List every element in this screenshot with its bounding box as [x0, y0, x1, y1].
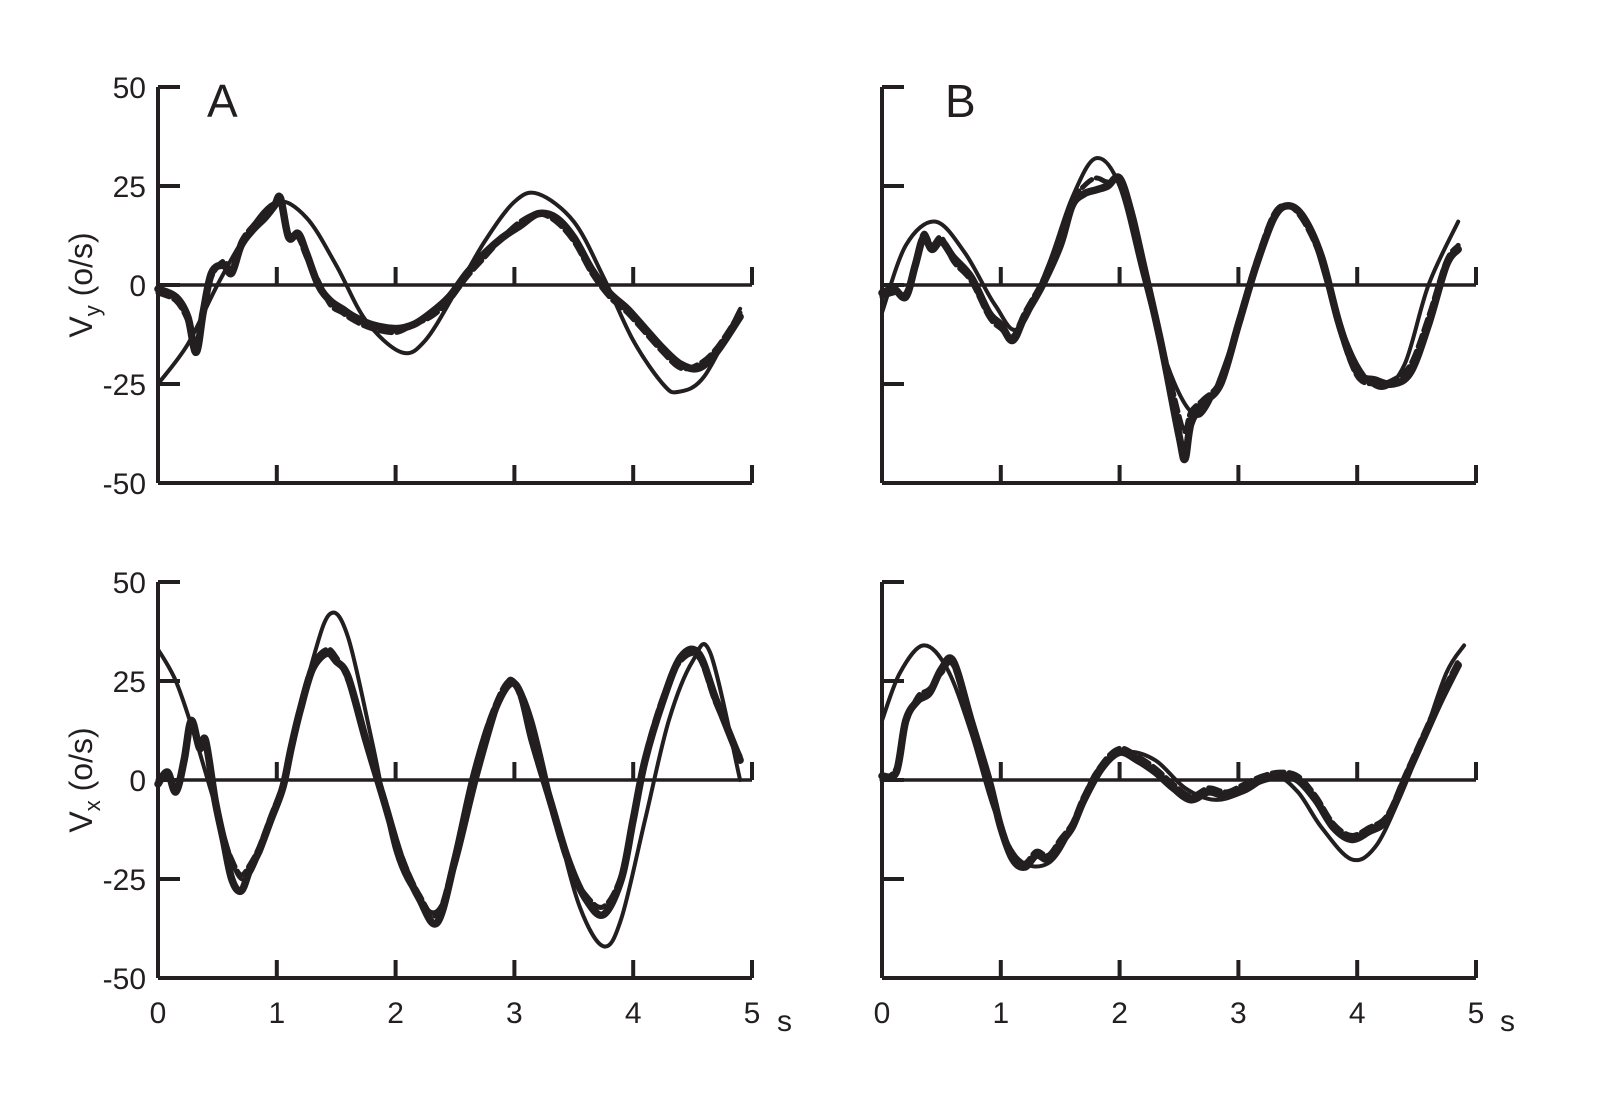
- x-tick-label: 3: [1230, 997, 1247, 1030]
- y-tick-label: -25: [103, 864, 146, 897]
- x-unit-label-b: s: [1500, 1005, 1515, 1038]
- panel-B-top: B: [882, 75, 1476, 483]
- y-axis-label-top-unit: (o/s): [63, 232, 99, 305]
- y-tick-label: -25: [103, 369, 146, 402]
- panel-B-bottom: 0 1 2 3 4 5: [874, 582, 1485, 1030]
- y-axis-label-bottom-unit: (o/s): [63, 727, 99, 800]
- x-tick-label: 1: [992, 997, 1009, 1030]
- panel-letter: A: [207, 75, 238, 127]
- x-tick-label: 4: [625, 997, 642, 1030]
- y-tick-label: 25: [113, 666, 146, 699]
- svg-text:Vy (o/s): Vy (o/s): [63, 232, 105, 337]
- y-tick-label: 0: [129, 765, 146, 798]
- y-tick-label: 50: [113, 72, 146, 105]
- x-tick-label: 3: [506, 997, 523, 1030]
- panel-A-bottom: -50 -25 0 25 50 0 1 2 3 4 5: [103, 567, 761, 1030]
- y-tick-label: 50: [113, 567, 146, 600]
- x-tick-label: 0: [874, 997, 891, 1030]
- y-tick-label: -50: [103, 468, 146, 501]
- y-axis-label-top-sub: y: [80, 305, 105, 316]
- y-axis-label-bottom: Vx (o/s): [63, 727, 105, 832]
- x-tick-label: 5: [1468, 997, 1485, 1030]
- series-line-thin: [882, 645, 1464, 866]
- x-tick-label: 1: [268, 997, 285, 1030]
- panel-A-top: -50 -25 0 25 50 A: [103, 72, 752, 501]
- y-axis-label-top-main: V: [63, 316, 99, 338]
- y-axis-label-bottom-sub: x: [80, 800, 105, 811]
- y-tick-label: 0: [129, 270, 146, 303]
- x-tick-label: 2: [387, 997, 404, 1030]
- series-line-thick: [882, 177, 1458, 460]
- y-axis-label-top: Vy (o/s): [63, 232, 105, 337]
- svg-text:Vx (o/s): Vx (o/s): [63, 727, 105, 832]
- x-tick-label: 5: [744, 997, 761, 1030]
- y-tick-label: -50: [103, 963, 146, 996]
- y-axis-label-bottom-main: V: [63, 811, 99, 833]
- series-line-thick: [882, 658, 1458, 867]
- x-tick-label: 0: [150, 997, 167, 1030]
- panel-letter: B: [945, 75, 976, 127]
- x-tick-label: 4: [1349, 997, 1366, 1030]
- x-unit-label-a: s: [777, 1005, 792, 1038]
- x-tick-label: 2: [1111, 997, 1128, 1030]
- y-tick-label: 25: [113, 171, 146, 204]
